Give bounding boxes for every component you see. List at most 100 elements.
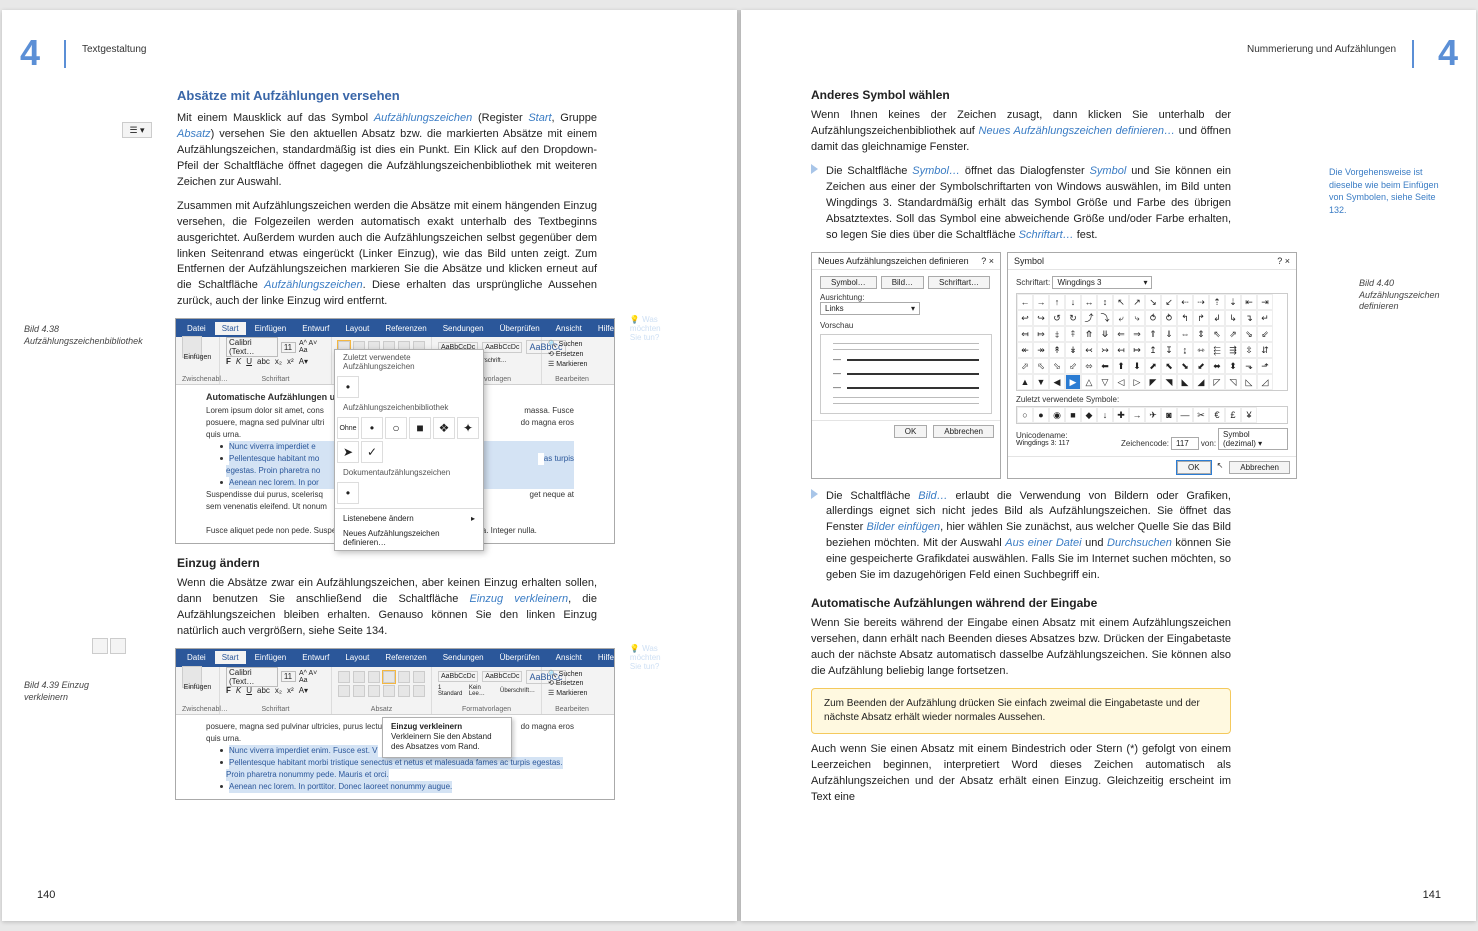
ribbon-tab[interactable]: Entwurf — [295, 322, 336, 335]
bullet-option[interactable]: ■ — [409, 417, 431, 439]
ribbon-tab[interactable]: Hilfe — [591, 651, 621, 664]
symbol-cell[interactable]: ↔ — [1081, 294, 1097, 310]
symbol-cell[interactable]: ◁ — [1113, 374, 1129, 390]
recent-symbol-cell[interactable]: ✚ — [1113, 407, 1129, 423]
symbol-cell[interactable]: ↺ — [1049, 310, 1065, 326]
recent-symbol-cell[interactable]: ✈ — [1145, 407, 1161, 423]
symbol-cell[interactable]: ▶ — [1065, 374, 1081, 390]
symbol-cell[interactable]: ⇖ — [1209, 326, 1225, 342]
symbol-cell[interactable]: ↗ — [1129, 294, 1145, 310]
symbol-cell[interactable]: ↠ — [1033, 342, 1049, 358]
symbol-cell[interactable]: ▷ — [1129, 374, 1145, 390]
symbol-cell[interactable]: ▼ — [1033, 374, 1049, 390]
symbol-cell[interactable]: ⬁ — [1033, 358, 1049, 374]
symbol-cell[interactable]: ◿ — [1257, 374, 1273, 390]
cancel-button[interactable]: Abbrechen — [933, 425, 994, 438]
change-list-level[interactable]: Listenebene ändern ▸ — [335, 511, 483, 526]
symbol-cell[interactable]: ↱ — [1193, 310, 1209, 326]
symbol-cell[interactable]: ⬏ — [1257, 358, 1273, 374]
symbol-cell[interactable]: ⬌ — [1209, 358, 1225, 374]
ribbon-tab[interactable]: Datei — [180, 322, 213, 335]
symbol-cell[interactable]: ⬎ — [1241, 358, 1257, 374]
bullet-library-popup[interactable]: Zuletzt verwendete Aufzählungszeichen • … — [334, 349, 484, 551]
symbol-cell[interactable]: ⬍ — [1225, 358, 1241, 374]
bullet-option[interactable]: ❖ — [433, 417, 455, 439]
symbol-cell[interactable]: ⬱ — [1209, 342, 1225, 358]
from-select[interactable]: Symbol (dezimal) ▾ — [1218, 428, 1288, 450]
symbol-cell[interactable]: ⤶ — [1113, 310, 1129, 326]
symbol-cell[interactable]: ◹ — [1225, 374, 1241, 390]
symbol-cell[interactable]: ⇶ — [1225, 342, 1241, 358]
ribbon-tab[interactable]: Entwurf — [295, 651, 336, 664]
symbol-cell[interactable]: ⬆ — [1113, 358, 1129, 374]
alignment-select[interactable]: Links ▾ — [820, 302, 920, 315]
recent-symbol-cell[interactable]: ● — [1033, 407, 1049, 423]
ribbon-tab[interactable]: Ansicht — [549, 651, 589, 664]
symbol-cell[interactable]: ↟ — [1049, 342, 1065, 358]
symbol-cell[interactable]: ⬂ — [1049, 358, 1065, 374]
define-new-bullet[interactable]: Neues Aufzählungszeichen definieren… — [335, 526, 483, 550]
ribbon-tab[interactable]: Einfügen — [248, 651, 294, 664]
tell-me-field[interactable]: 💡 Was möchten Sie tun? — [623, 313, 668, 344]
symbol-cell[interactable]: ⇤ — [1241, 294, 1257, 310]
symbol-cell[interactable]: ↵ — [1257, 310, 1273, 326]
symbol-cell[interactable]: ▽ — [1097, 374, 1113, 390]
symbol-button[interactable]: Symbol… — [820, 276, 877, 289]
symbol-cell[interactable]: ↧ — [1161, 342, 1177, 358]
symbol-cell[interactable]: ◸ — [1209, 374, 1225, 390]
symbol-cell[interactable]: → — [1033, 294, 1049, 310]
symbol-cell[interactable]: ◤ — [1145, 374, 1161, 390]
ribbon-tab[interactable]: Sendungen — [436, 322, 491, 335]
cancel-button[interactable]: Abbrechen — [1229, 461, 1290, 474]
share-button[interactable]: ⤴ Freigeben — [686, 316, 736, 340]
symbol-cell[interactable]: ◺ — [1241, 374, 1257, 390]
symbol-cell[interactable]: ⇓ — [1161, 326, 1177, 342]
symbol-cell[interactable]: ⤈ — [1049, 326, 1065, 342]
bullet-option[interactable]: ✦ — [457, 417, 479, 439]
font-select[interactable]: Wingdings 3 ▾ — [1052, 276, 1152, 289]
symbol-cell[interactable]: ⤆ — [1017, 326, 1033, 342]
symbol-cell[interactable]: ◀ — [1049, 374, 1065, 390]
symbol-cell[interactable]: ↩ — [1017, 310, 1033, 326]
recent-symbol-cell[interactable]: ◙ — [1161, 407, 1177, 423]
share-button[interactable]: ⤴ Freigeben — [686, 646, 736, 670]
symbol-cell[interactable]: ⤷ — [1129, 310, 1145, 326]
symbol-cell[interactable]: ↪ — [1033, 310, 1049, 326]
symbol-cell[interactable]: ⇣ — [1225, 294, 1241, 310]
recent-symbol-cell[interactable]: ○ — [1017, 407, 1033, 423]
symbol-cell[interactable]: ↰ — [1177, 310, 1193, 326]
ribbon-tab[interactable]: Start — [215, 322, 246, 335]
symbol-cell[interactable]: ⬉ — [1161, 358, 1177, 374]
symbol-cell[interactable]: ⤵ — [1097, 310, 1113, 326]
symbol-cell[interactable]: ↦ — [1129, 342, 1145, 358]
symbol-cell[interactable]: ⇳ — [1241, 342, 1257, 358]
bullet-option[interactable]: ○ — [385, 417, 407, 439]
symbol-cell[interactable]: ↖ — [1113, 294, 1129, 310]
bullet-option[interactable]: ➤ — [337, 441, 359, 463]
recent-symbol-cell[interactable]: ◆ — [1081, 407, 1097, 423]
symbol-cell[interactable]: ↡ — [1065, 342, 1081, 358]
symbol-cell[interactable]: ⇔ — [1177, 326, 1193, 342]
symbol-cell[interactable]: ⇵ — [1257, 342, 1273, 358]
symbol-cell[interactable]: ◢ — [1193, 374, 1209, 390]
ribbon-tab[interactable]: Sendungen — [436, 651, 491, 664]
recent-symbol-cell[interactable]: ¥ — [1241, 407, 1257, 423]
ribbon-tab[interactable]: Datei — [180, 651, 213, 664]
symbol-cell[interactable]: ⬅ — [1097, 358, 1113, 374]
char-code-field[interactable]: 117 — [1171, 437, 1199, 450]
symbol-cell[interactable]: ↢ — [1081, 342, 1097, 358]
symbol-cell[interactable]: ⇗ — [1225, 326, 1241, 342]
ribbon-tab[interactable]: Layout — [338, 651, 376, 664]
symbol-cell[interactable]: ⥀ — [1145, 310, 1161, 326]
symbol-cell[interactable]: ↞ — [1017, 342, 1033, 358]
symbol-cell[interactable]: ↲ — [1209, 310, 1225, 326]
symbol-cell[interactable]: △ — [1081, 374, 1097, 390]
ok-button[interactable]: OK — [894, 425, 928, 438]
symbol-cell[interactable]: ⇐ — [1113, 326, 1129, 342]
ribbon-tab[interactable]: Start — [215, 651, 246, 664]
ribbon-tab[interactable]: Referenzen — [378, 322, 433, 335]
symbol-cell[interactable]: ⬃ — [1065, 358, 1081, 374]
symbol-cell[interactable]: ◣ — [1177, 374, 1193, 390]
help-icon[interactable]: ? × — [1277, 256, 1290, 266]
recent-symbols[interactable]: ○●◉■◆↓✚→✈◙—✂€£¥ — [1016, 406, 1288, 424]
